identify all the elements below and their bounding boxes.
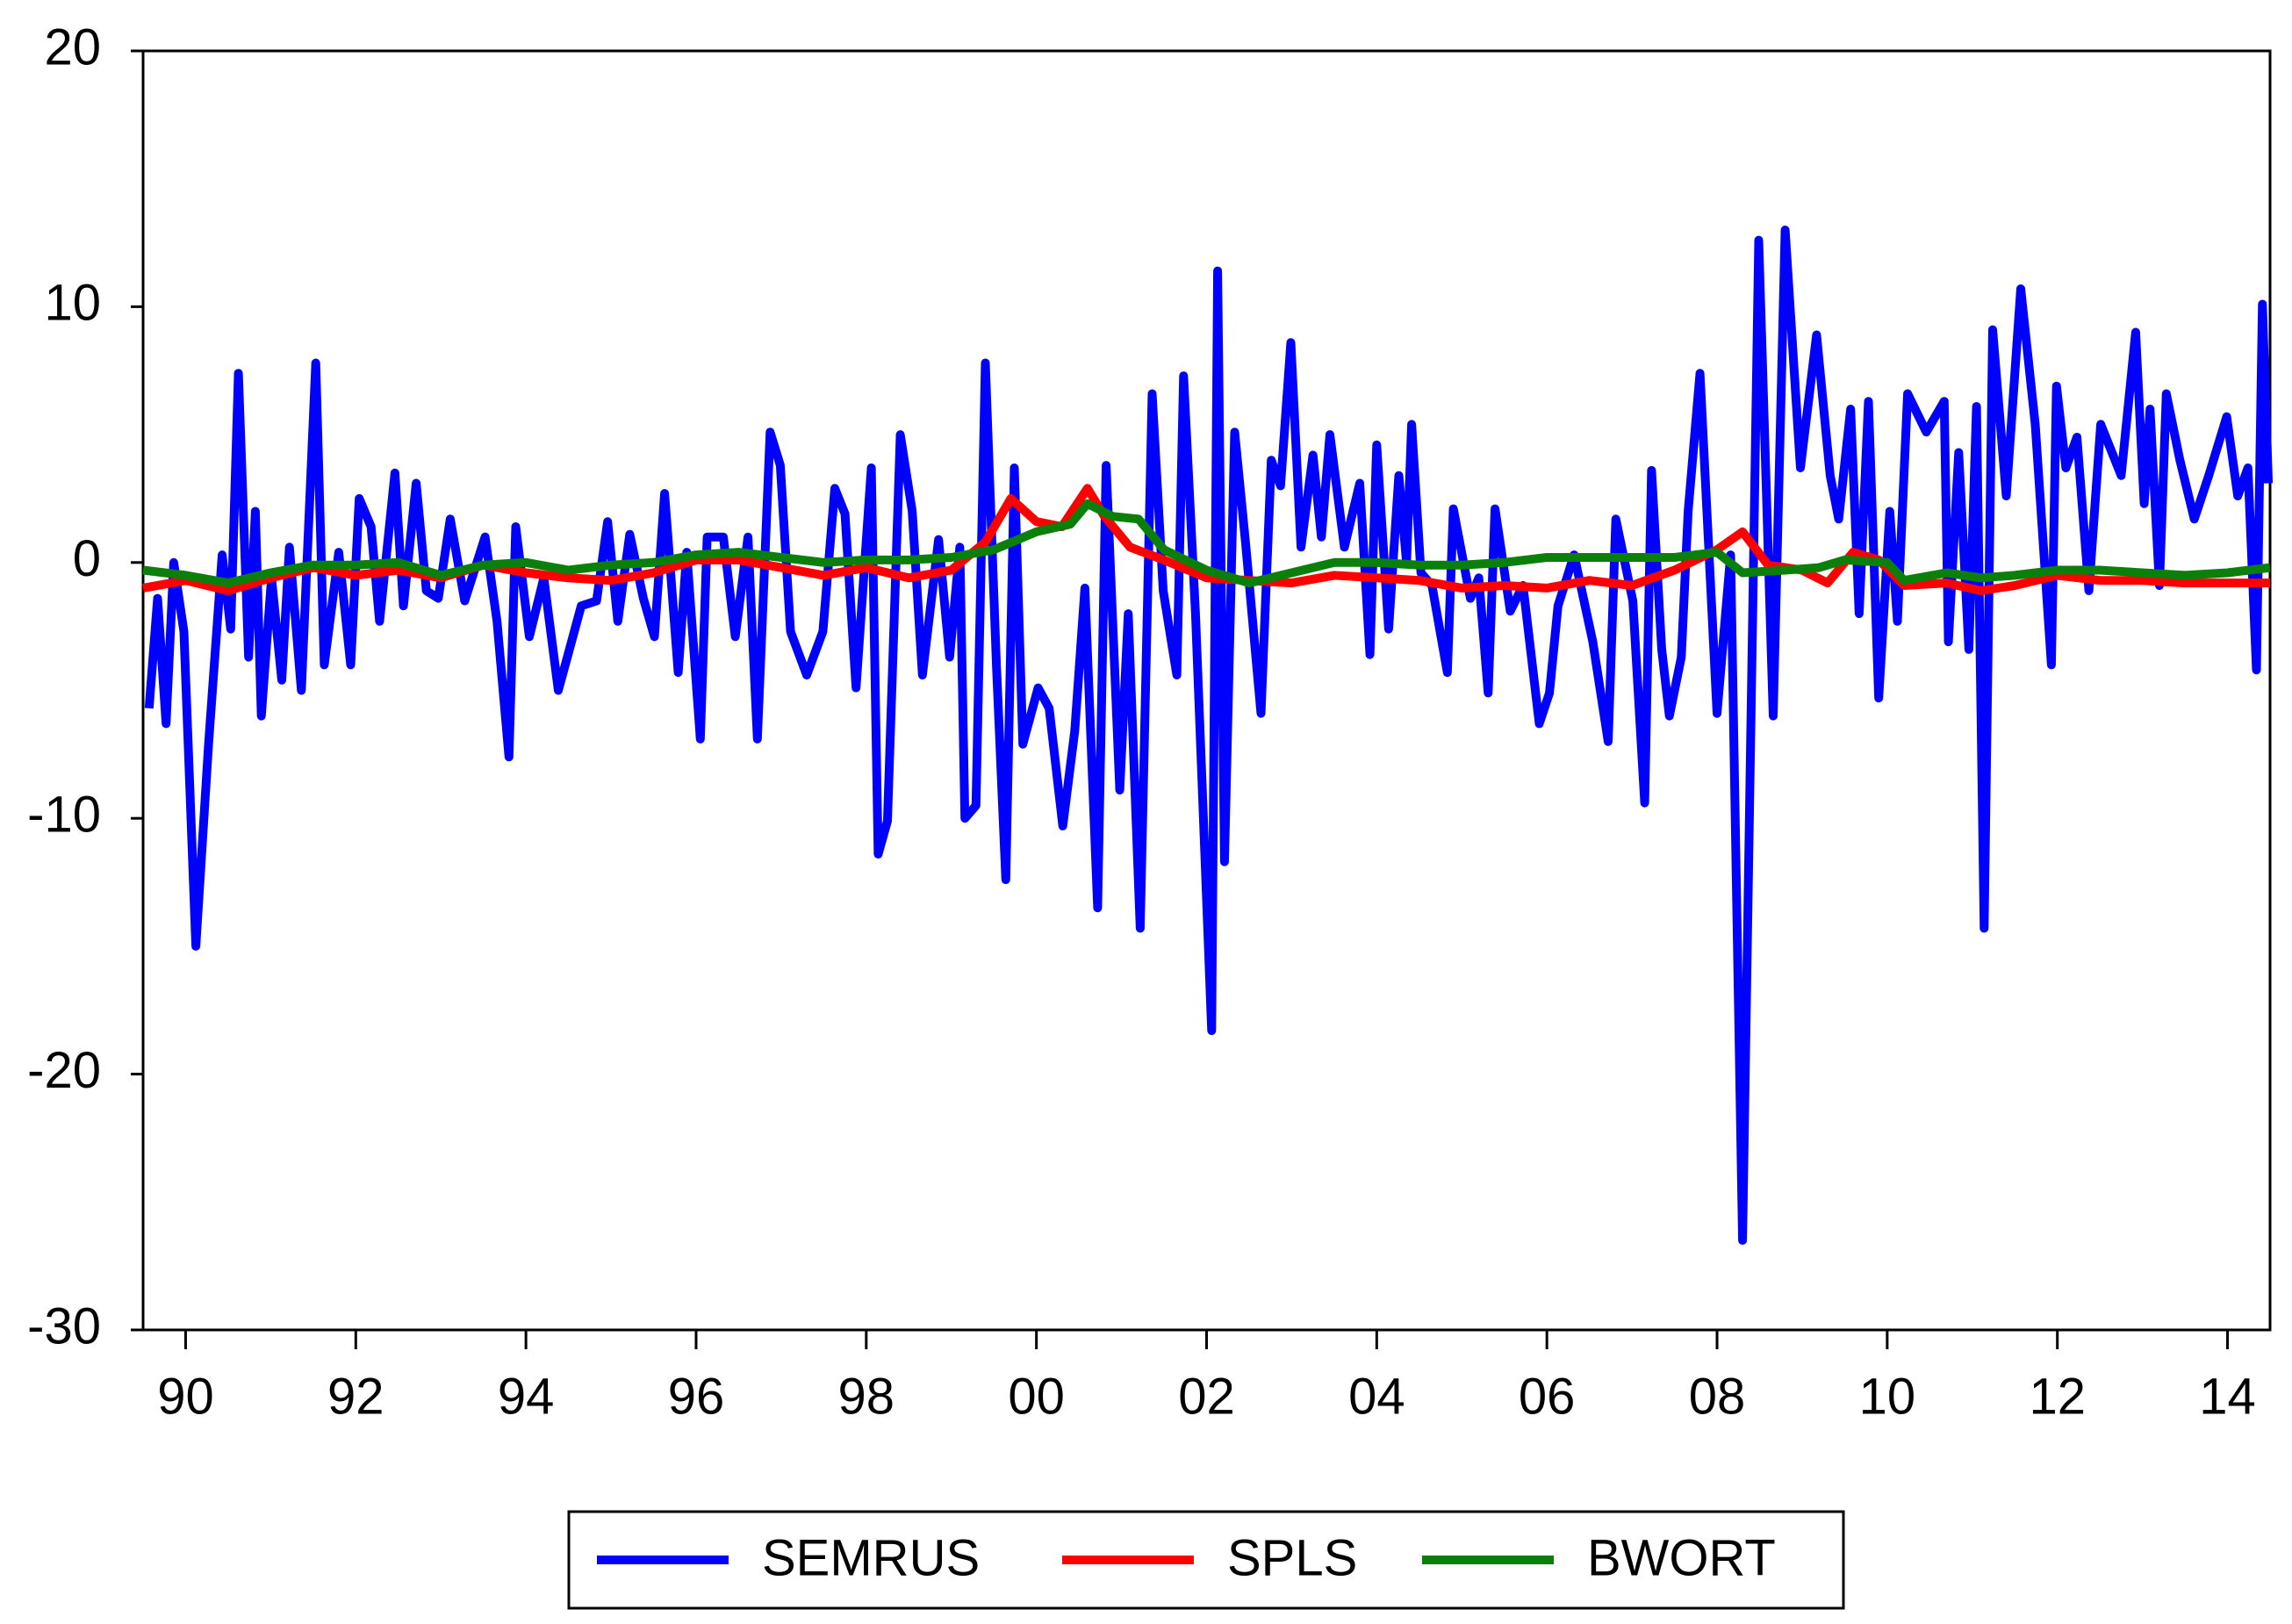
x-tick-label: 10: [1859, 1368, 1916, 1425]
legend-label: SPLS: [1227, 1529, 1357, 1586]
legend-label: SEMRUS: [762, 1529, 980, 1586]
x-tick-label: 14: [2199, 1368, 2256, 1425]
plot-frame: [141, 49, 2272, 1332]
x-tick-label: 92: [327, 1368, 384, 1425]
x-tick-label: 06: [1519, 1368, 1576, 1425]
x-tick-label: 02: [1178, 1368, 1235, 1425]
x-tick-label: 04: [1348, 1368, 1405, 1425]
y-tick-label: 10: [44, 275, 101, 332]
y-tick-label: 0: [73, 530, 101, 587]
legend-box: [567, 1510, 1845, 1610]
x-tick-label: 94: [498, 1368, 555, 1425]
x-tick-label: 08: [1689, 1368, 1746, 1425]
x-tick-label: 96: [668, 1368, 725, 1425]
y-tick-label: -10: [27, 787, 101, 844]
x-tick-label: 90: [157, 1368, 214, 1425]
series-line: [144, 226, 2274, 1245]
x-tick-label: 12: [2029, 1368, 2086, 1425]
x-tick-label: 98: [838, 1368, 895, 1425]
y-tick-label: -30: [27, 1297, 101, 1355]
y-tick-label: 20: [44, 18, 101, 75]
x-tick-label: 00: [1008, 1368, 1065, 1425]
series-line: [142, 499, 2271, 588]
legend-label: BWORT: [1587, 1529, 1776, 1586]
y-tick-label: -20: [27, 1042, 101, 1099]
